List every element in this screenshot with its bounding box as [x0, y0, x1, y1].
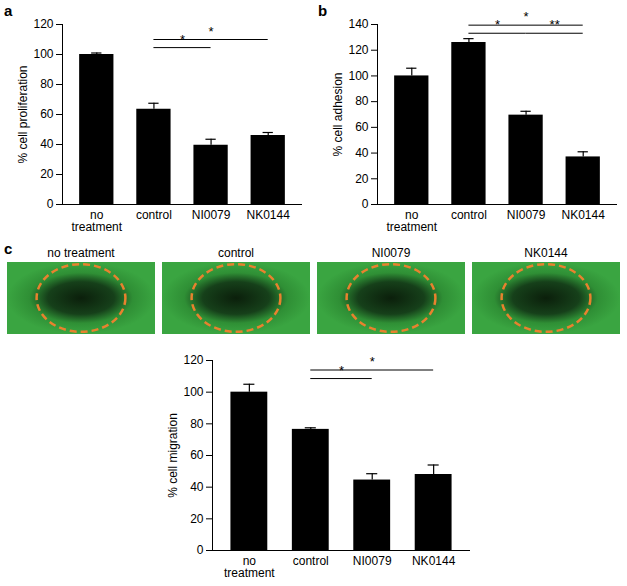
svg-text:0: 0 — [362, 197, 369, 211]
svg-text:% cell migration: % cell migration — [166, 413, 180, 498]
svg-text:*: * — [524, 9, 529, 24]
svg-text:100: 100 — [33, 47, 53, 61]
html-text:a: a — [4, 2, 13, 19]
svg-text:60: 60 — [190, 448, 204, 462]
svg-text:notreatment: notreatment — [386, 208, 437, 234]
html-text:no treatment: no treatment — [47, 246, 115, 260]
svg-text:20: 20 — [355, 172, 369, 186]
svg-text:40: 40 — [40, 137, 54, 151]
svg-text:control: control — [136, 208, 172, 222]
svg-text:**: ** — [550, 17, 560, 32]
svg-text:NK0144: NK0144 — [247, 208, 291, 222]
svg-text:% cell proliferation: % cell proliferation — [16, 65, 30, 163]
svg-text:60: 60 — [40, 107, 54, 121]
svg-text:40: 40 — [190, 480, 204, 494]
svg-text:80: 80 — [40, 77, 54, 91]
svg-text:120: 120 — [183, 353, 203, 367]
html-text:c: c — [4, 240, 13, 257]
svg-text:20: 20 — [190, 512, 204, 526]
svg-text:*: * — [370, 354, 375, 369]
svg-text:control: control — [451, 208, 487, 222]
svg-text:120: 120 — [33, 17, 53, 31]
svg-text:80: 80 — [355, 94, 369, 108]
svg-text:% cell adhesion: % cell adhesion — [331, 72, 345, 156]
svg-text:notreatment: notreatment — [224, 554, 275, 580]
svg-text:0: 0 — [197, 543, 204, 557]
svg-text:80: 80 — [190, 417, 204, 431]
svg-text:*: * — [339, 363, 344, 378]
svg-text:60: 60 — [355, 120, 369, 134]
svg-text:120: 120 — [348, 43, 368, 57]
svg-text:140: 140 — [348, 17, 368, 31]
html-text:NI0079: NI0079 — [371, 246, 411, 260]
html-text:control: control — [218, 246, 254, 260]
svg-text:*: * — [209, 24, 214, 39]
svg-text:*: * — [180, 32, 185, 47]
svg-text:0: 0 — [47, 197, 54, 211]
svg-text:notreatment: notreatment — [71, 208, 122, 234]
svg-text:100: 100 — [348, 69, 368, 83]
svg-text:control: control — [293, 554, 329, 568]
svg-text:NI0079: NI0079 — [507, 208, 546, 222]
html-text:b: b — [318, 2, 328, 19]
svg-text:40: 40 — [355, 146, 369, 160]
svg-text:*: * — [495, 17, 500, 32]
svg-text:NI0079: NI0079 — [353, 554, 392, 568]
html-text:NK0144: NK0144 — [524, 246, 568, 260]
svg-text:20: 20 — [40, 167, 54, 181]
svg-text:NI0079: NI0079 — [192, 208, 231, 222]
svg-text:NK0144: NK0144 — [412, 554, 456, 568]
svg-text:NK0144: NK0144 — [562, 208, 606, 222]
svg-text:100: 100 — [183, 385, 203, 399]
